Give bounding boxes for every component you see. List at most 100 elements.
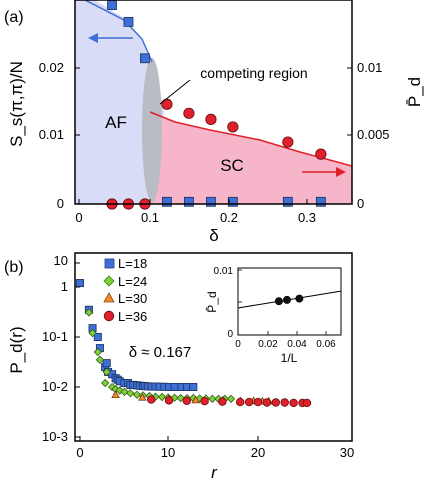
b-L18-point-6 [102,359,111,368]
b-xlabel: r [211,463,218,482]
panel-a-left-ticks [75,67,352,205]
b-xtick-2: 20 [251,445,265,460]
sc-region [150,112,352,204]
inset-ytick-1: 0.01 [214,266,234,277]
a-pd-point-4 [183,107,195,119]
a-ytick-0: 0 [57,196,64,211]
right-arrow [302,167,346,177]
b-L18-point-26 [170,382,179,391]
af-boundary-line [84,0,153,63]
legend-item-l36: L=36 [103,309,147,324]
b-L24-point-5 [102,367,111,377]
inset-ylabel: P̄_d [205,291,219,312]
delta-annotation: δ ≈ 0.167 [129,344,191,361]
panel-b-label: (b) [4,259,24,276]
a-xlabel: δ [209,226,218,245]
legend-label-l18: L=18 [118,256,147,271]
sc-label: SC [220,156,244,175]
panel-a: (a) 0 0.01 0.02 0 0.005 0.01 0 0.1 0.2 0… [4,0,424,245]
legend-item-l30: L=30 [103,291,147,306]
b-L36-point-11 [289,398,298,408]
panel-a-frame [74,0,353,205]
b-xtick-0: 0 [76,445,83,460]
b-L36-point-1 [164,396,174,405]
panel-b: (b) 0 10 20 30 10-3 10-2 10-1 1 10 r P_d… [4,252,354,482]
b-L24-point-3 [95,355,105,364]
inset-ticks [238,269,327,335]
b-L24-point-1 [88,328,97,338]
b-L24-point-23 [208,394,217,403]
a-xtick-3: 0.3 [298,210,316,225]
competing-region [142,58,162,202]
b-L36-point-10 [280,398,289,407]
a-ss-point-6 [227,196,238,207]
b-L36-point-8 [262,398,272,407]
callout-line [159,79,191,105]
b-L36-point-3 [200,396,209,406]
a-pd-point-7 [282,136,294,148]
panel-b-ticks [75,262,259,441]
af-region [75,0,164,204]
competing-region-label: competing region [200,65,307,81]
a-ss-point-7 [282,196,293,207]
b-ytick-3: 1 [61,279,68,294]
inset-xtick-3: 0.06 [316,339,336,350]
a-ytick-right-0: 0 [357,196,364,211]
b-L24-point-18 [176,393,185,403]
a-ytick-1: 0.01 [39,127,64,142]
legend-label-l24: L=24 [118,274,147,289]
b-L24-point-11 [132,390,142,399]
b-L36-point-9 [271,398,280,407]
a-pd-point-8 [315,148,327,160]
inset-point-1 [282,295,291,304]
b-L18-point-0 [76,279,85,288]
b-ytick-0: 10-3 [42,429,68,444]
b-L24-point-2 [93,347,102,357]
b-L24-point-26 [226,394,236,403]
a-ytick-right-2: 0.01 [357,60,382,75]
b-L24-point-4 [101,378,110,388]
b-ytick-4: 10 [54,253,68,268]
af-label: AF [105,113,127,132]
a-xtick-1: 0.1 [141,210,159,225]
inset-xtick-2: 0.04 [287,339,307,350]
b-L36-point-4 [218,397,227,406]
a-xtick-0: 0 [75,210,82,225]
b-ylabel: P_d(r) [7,326,26,373]
a-ss-point-5 [206,196,216,207]
inset: 0 0.01 0 0.02 0.04 0.06 1/L P̄_d [205,266,342,365]
b-L18-point-3 [93,332,102,341]
b-ytick-2: 10-1 [42,329,68,344]
left-arrow [88,33,133,43]
b-L18-point-29 [189,382,198,391]
a-ss-point-2 [140,53,150,64]
legend: L=18 L=24 L=30 L=36 [103,256,147,324]
a-ss-point-1 [123,16,134,27]
b-xtick-3: 30 [340,445,354,460]
a-pd-point-5 [205,113,217,125]
b-L24-point-15 [157,392,167,402]
a-xtick-2: 0.2 [220,210,238,225]
a-ss-point-0 [107,0,117,10]
a-ss-point-8 [315,196,326,207]
b-L36-point-7 [253,397,263,407]
a-ss-point-3 [162,196,172,207]
a-ylabel: S_s(π,π)/N [7,61,26,147]
b-L36-point-13 [302,398,312,408]
b-L30-point-1 [138,392,147,401]
inset-xtick-0: 0 [235,339,241,350]
b-L30-point-3 [191,395,200,404]
legend-label-l30: L=30 [118,291,147,306]
b-L24-point-9 [120,387,129,397]
b-L24-point-10 [126,389,135,398]
panel-a-label: (a) [4,9,24,26]
b-L36-point-6 [244,397,254,407]
b-L24-point-0 [84,308,94,317]
inset-xtick-1: 0.02 [258,339,278,350]
legend-item-l18: L=18 [104,256,147,271]
a-ytick-right-1: 0.005 [357,127,390,142]
inset-ytick-0: 0 [227,329,233,340]
b-L36-point-5 [235,397,245,407]
a-ylabel-right: P̄_d [405,77,424,107]
